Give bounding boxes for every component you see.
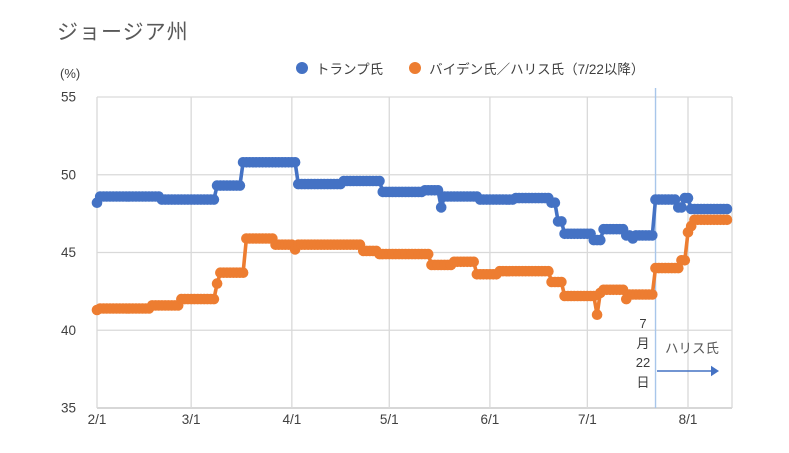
event-date-label: 7 月 22 日 [635, 316, 651, 390]
svg-text:50: 50 [61, 167, 76, 182]
svg-text:6/1: 6/1 [481, 412, 500, 427]
svg-text:7/1: 7/1 [578, 412, 597, 427]
svg-text:40: 40 [61, 323, 76, 338]
y-axis-tick-labels: 35 40 45 50 55 [61, 90, 76, 416]
svg-text:55: 55 [61, 90, 76, 105]
svg-text:2/1: 2/1 [88, 412, 107, 427]
legend-item-trump: トランプ氏 [296, 58, 383, 78]
series-trump [91, 157, 733, 246]
legend-label-biden-harris: バイデン氏／ハリス氏（7/22以降） [429, 62, 645, 77]
page-title: ジョージア州 [57, 21, 189, 44]
harris-annotation-arrow [657, 365, 719, 377]
y-axis-unit-label: (%) [60, 66, 81, 81]
x-axis-tick-labels: 2/1 3/1 4/1 5/1 6/1 7/1 8/1 [88, 412, 698, 427]
series-biden-harris [91, 214, 733, 321]
svg-text:35: 35 [61, 401, 76, 416]
biden-harris-series-dot-icon [409, 62, 422, 74]
svg-text:45: 45 [61, 245, 76, 260]
svg-text:5/1: 5/1 [380, 412, 399, 427]
legend-item-biden-harris: バイデン氏／ハリス氏（7/22以降） [409, 58, 644, 78]
harris-annotation-label: ハリス氏 [665, 341, 719, 356]
trump-series-dot-icon [296, 62, 308, 74]
svg-text:3/1: 3/1 [182, 412, 201, 427]
legend-label-trump: トランプ氏 [316, 62, 384, 77]
svg-text:4/1: 4/1 [282, 412, 301, 427]
svg-text:8/1: 8/1 [679, 412, 698, 427]
chart-legend: トランプ氏 バイデン氏／ハリス氏（7/22以降） [296, 58, 644, 78]
